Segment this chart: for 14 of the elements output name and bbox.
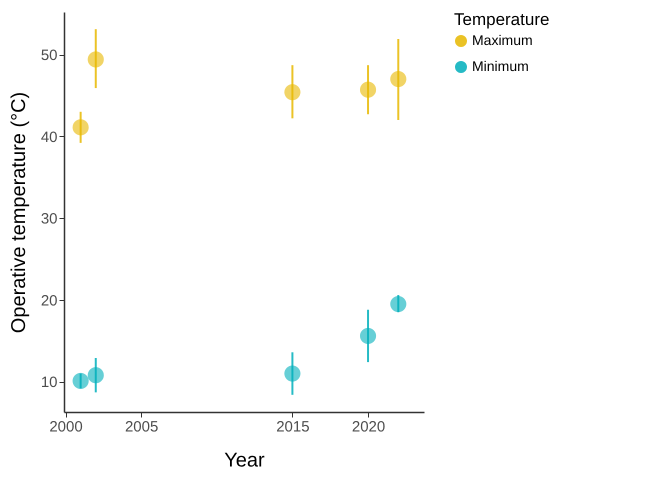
y-tick-label: 10	[40, 374, 58, 392]
x-tick-label: 2015	[276, 418, 310, 436]
legend-label: Minimum	[472, 58, 529, 74]
y-axis-title: Operative temperature (°C)	[8, 92, 30, 334]
x-axis-title: Year	[224, 450, 266, 472]
x-tick-label: 2005	[124, 418, 158, 436]
y-tick-label: 20	[40, 292, 58, 310]
legend-title: Temperature	[454, 10, 550, 29]
y-tick-label: 40	[40, 128, 58, 146]
y-tick-label: 30	[40, 210, 58, 228]
legend-label: Maximum	[472, 32, 533, 48]
x-tick-label: 2020	[352, 418, 386, 436]
y-tick-label: 50	[40, 47, 58, 64]
x-tick-label: 2000	[49, 418, 83, 436]
